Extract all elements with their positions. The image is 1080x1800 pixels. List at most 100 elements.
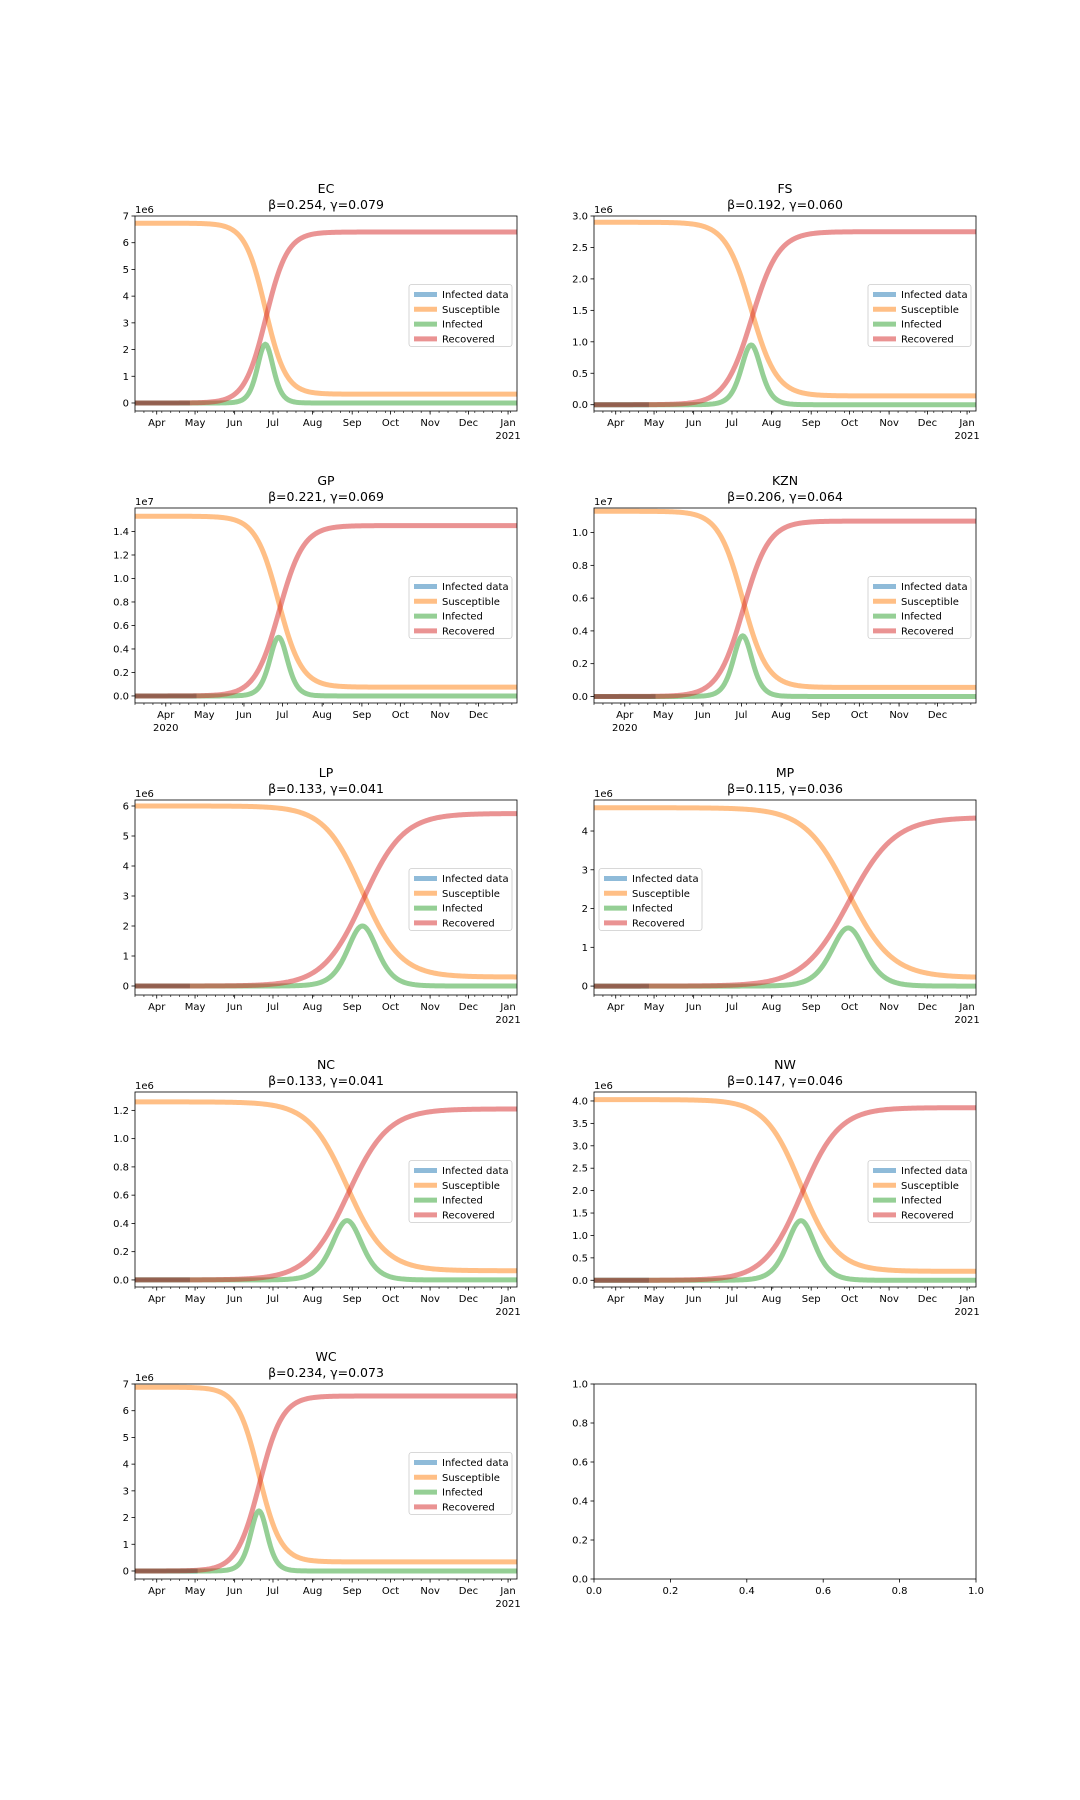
legend-label-susceptible: Susceptible: [901, 597, 959, 608]
subplot-subtitle: β=0.254, γ=0.079: [268, 197, 384, 212]
legend-label-infected: Infected: [442, 1488, 483, 1499]
legend-label-susceptible: Susceptible: [442, 889, 500, 900]
x-tick-label: Aug: [303, 1002, 323, 1013]
x-tick-label: Jan: [958, 1002, 974, 1013]
series-recovered-line: [594, 1105, 976, 1283]
x-tick-label: Dec: [459, 1002, 478, 1013]
y-tick-label: 1.5: [572, 306, 588, 317]
y-tick-label: 2.0: [572, 1186, 588, 1197]
y-tick-label: 0: [582, 982, 588, 993]
legend-box: [408, 1452, 513, 1515]
y-tick-label: 0.5: [572, 369, 588, 380]
x-tick-label: Jul: [266, 1002, 279, 1013]
y-tick-label: 0.5: [572, 1253, 588, 1264]
y-tick-label: 3: [123, 318, 129, 329]
x-tick-label: May: [644, 1294, 665, 1305]
x-tick-label: Jun: [226, 1586, 243, 1597]
plot-area: [594, 219, 976, 408]
plot-area: [135, 1099, 517, 1283]
x-tick-label: Nov: [879, 1002, 899, 1013]
y-tick-label: 0.0: [113, 1275, 129, 1286]
y-tick-label: 5: [123, 265, 129, 276]
y-offset-label: 1e6: [135, 1373, 154, 1384]
x-tick-label: Jun: [226, 1294, 243, 1305]
series-susceptible-line: [594, 219, 976, 399]
y-offset-label: 1e7: [135, 497, 154, 508]
legend-label-infected-data: Infected data: [442, 1166, 509, 1177]
y-tick-label: 0.8: [113, 1162, 129, 1173]
y-tick-label: 6: [123, 238, 129, 249]
legend-label-infected-data: Infected data: [901, 290, 968, 301]
x-tick-label: Aug: [303, 1294, 323, 1305]
subplot-subtitle: β=0.133, γ=0.041: [268, 1073, 384, 1088]
x-tick-label: Jun: [685, 418, 702, 429]
legend-label-infected: Infected: [442, 1196, 483, 1207]
plot-area: [594, 805, 976, 989]
legend-box: [867, 1160, 972, 1223]
x-year-label: 2020: [612, 723, 637, 734]
legend-label-recovered: Recovered: [442, 1210, 495, 1221]
x-tick-label: Dec: [459, 1586, 478, 1597]
y-offset-label: 1e6: [135, 1081, 154, 1092]
subplot-mp: MPβ=0.115, γ=0.036 0 1 2 3 4 1e6 Apr May Jun Jul Au…: [582, 765, 980, 1026]
x-tick-label: Jan: [958, 1294, 974, 1305]
y-tick-label: 0.2: [113, 668, 129, 679]
axes-frame: [593, 215, 977, 412]
subplot-lp: LPβ=0.133, γ=0.041 0 1 2 3 4 5 6 1e6 Apr May Jun Jul…: [123, 765, 521, 1026]
y-tick-label: 0.2: [113, 1247, 129, 1258]
x-year-label: 2021: [495, 431, 520, 442]
x-year-label: 2021: [954, 1015, 979, 1026]
plot-area: [135, 1384, 517, 1574]
x-tick-label: Aug: [303, 1586, 323, 1597]
x-tick-label: Apr: [157, 710, 175, 721]
y-tick-label: 0.0: [572, 692, 588, 703]
subplot-subtitle: β=0.133, γ=0.041: [268, 781, 384, 796]
legend-label-infected-data: Infected data: [442, 582, 509, 593]
subplot-title: EC: [318, 181, 335, 196]
legend-box: [408, 576, 513, 639]
x-tick-label: Dec: [918, 1002, 937, 1013]
x-tick-label: Jun: [226, 418, 243, 429]
legend-box: [867, 576, 972, 639]
y-tick-label: 0.0: [572, 1575, 588, 1586]
subplot-subtitle: β=0.221, γ=0.069: [268, 489, 384, 504]
legend: Infected data Susceptible Infected Recovere…: [408, 1452, 513, 1515]
x-tick-label: Apr: [148, 1002, 166, 1013]
legend-label-infected-data: Infected data: [442, 1458, 509, 1469]
y-tick-label: 1.0: [113, 574, 129, 585]
x-tick-label: 0.8: [892, 1586, 908, 1597]
y-tick-label: 7: [123, 1380, 129, 1391]
legend-label-infected: Infected: [442, 904, 483, 915]
x-tick-label: Oct: [841, 418, 858, 429]
y-tick-label: 3: [123, 892, 129, 903]
subplot-title: MP: [776, 765, 795, 780]
x-tick-label: Sep: [802, 1294, 821, 1305]
subplot-subtitle: β=0.115, γ=0.036: [727, 781, 843, 796]
legend: Infected data Susceptible Infected Recovere…: [408, 868, 513, 931]
series-susceptible-line: [135, 513, 517, 690]
x-tick-label: Jun: [226, 1002, 243, 1013]
x-tick-label: Aug: [762, 418, 782, 429]
series-recovered-line: [594, 518, 976, 699]
legend-box: [598, 868, 703, 931]
subplot-gp: GPβ=0.221, γ=0.069 0.0 0.2 0.4 0.6 0.8 1.0 1.2 1…: [113, 473, 518, 734]
legend-label-infected: Infected: [901, 320, 942, 331]
axes-frame: [593, 1383, 977, 1580]
axes-frame: [593, 507, 977, 704]
legend-label-recovered: Recovered: [901, 626, 954, 637]
y-tick-label: 0.0: [572, 400, 588, 411]
x-tick-label: Nov: [879, 1294, 899, 1305]
subplot-empty: 0.0 0.2 0.4 0.6 0.8 1.0 0.0 0.2 0.4 0.6 0.8 1.0: [572, 1380, 984, 1598]
legend-label-susceptible: Susceptible: [632, 889, 690, 900]
y-tick-label: 4: [582, 827, 588, 838]
y-tick-label: 0.0: [113, 691, 129, 702]
x-tick-label: Jan: [499, 1294, 515, 1305]
plot-area: [594, 1097, 976, 1283]
y-offset-label: 1e6: [594, 205, 613, 216]
legend-label-infected-data: Infected data: [442, 874, 509, 885]
x-tick-label: Jan: [499, 1586, 515, 1597]
x-tick-label: Nov: [879, 418, 899, 429]
y-tick-label: 3.5: [572, 1119, 588, 1130]
